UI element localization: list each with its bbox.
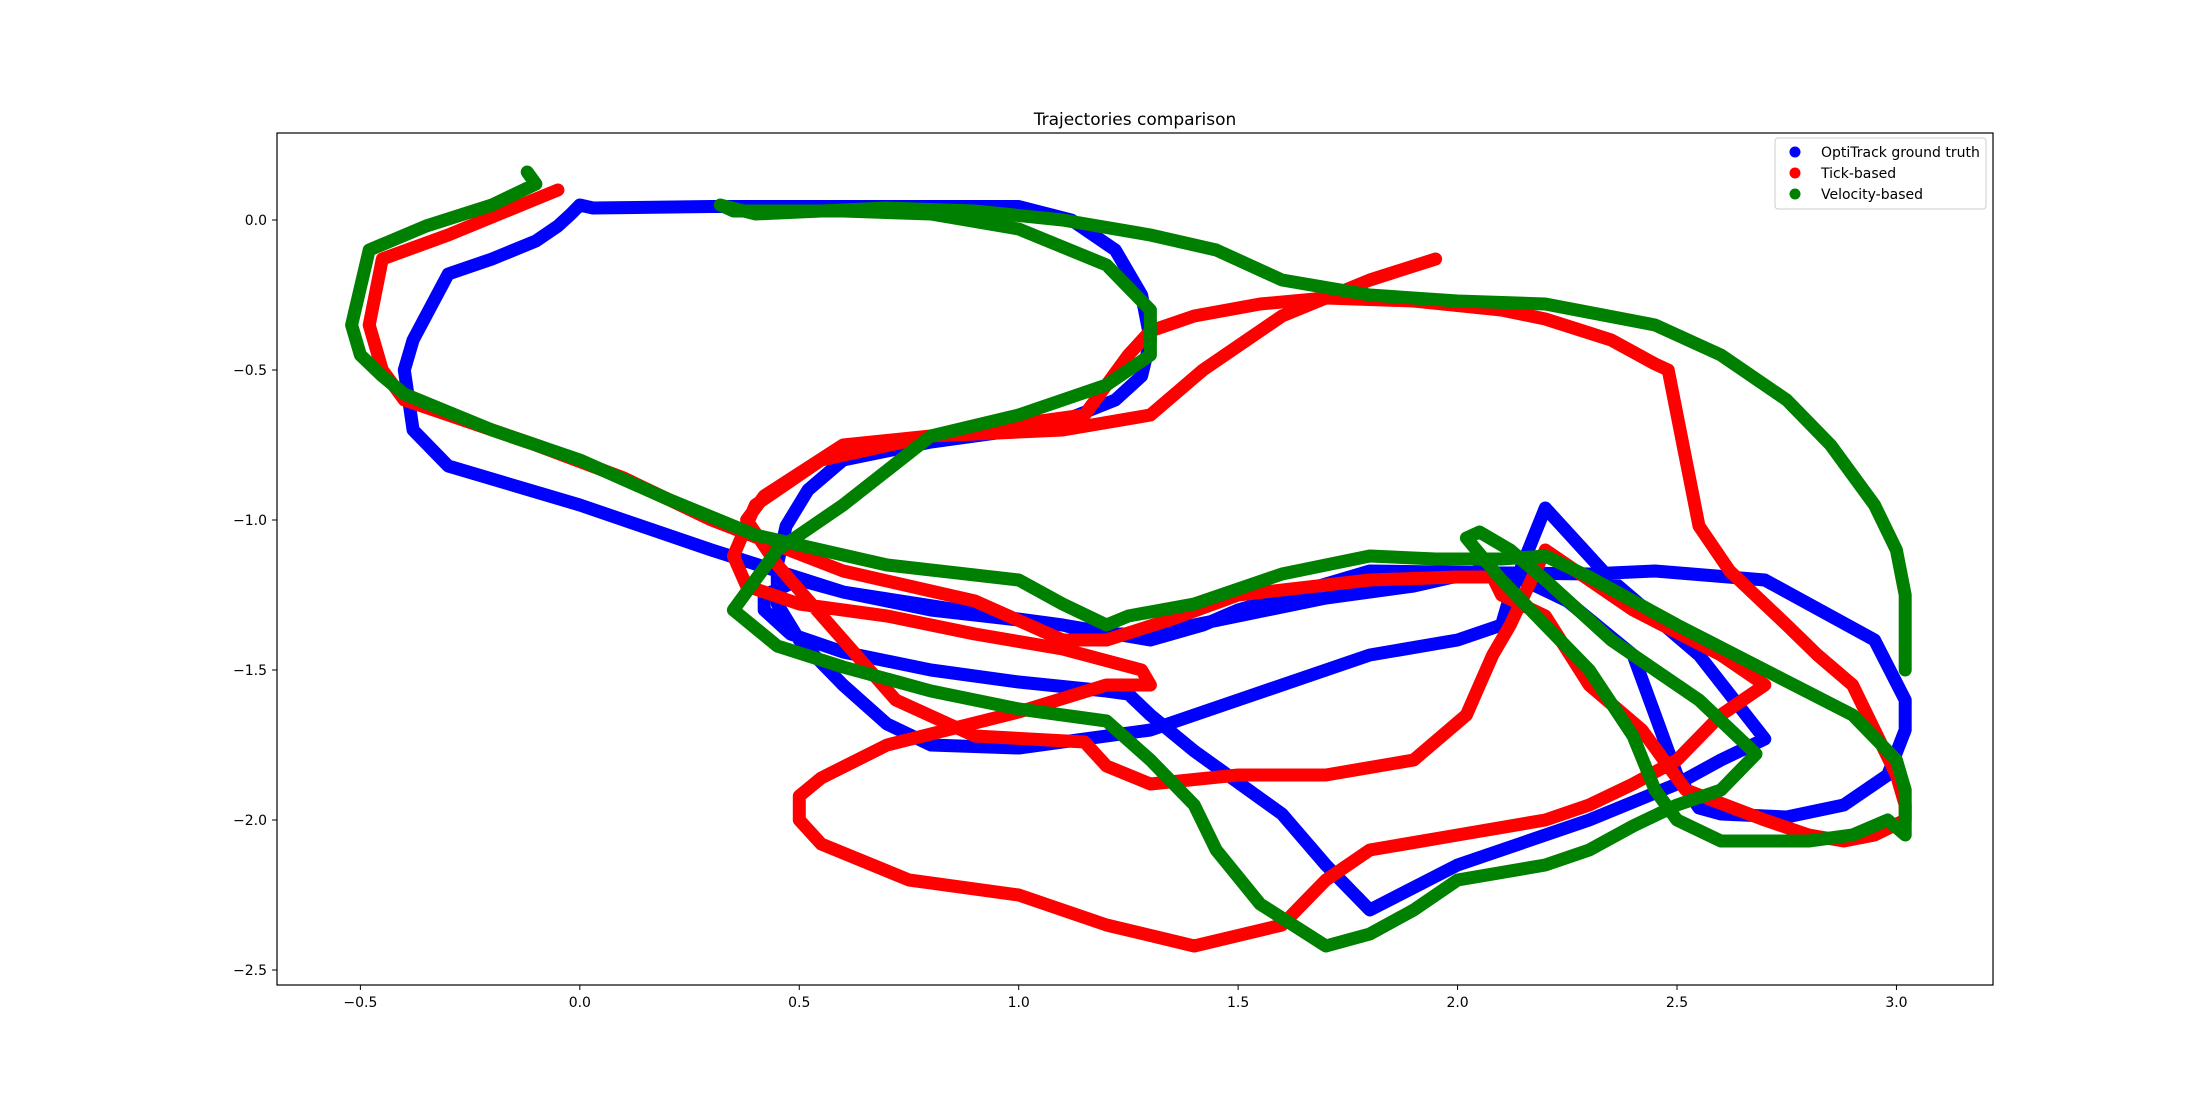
y-tick-label: −2.0 xyxy=(233,813,267,829)
x-tick-label: 0.5 xyxy=(788,995,810,1011)
legend-marker-velocity-based xyxy=(1789,188,1801,200)
trajectory-velocity-based xyxy=(345,165,1912,953)
chart-title: Trajectories comparison xyxy=(1033,110,1237,130)
series-layer xyxy=(345,165,1912,953)
trajectory-tick-based xyxy=(362,183,1912,953)
x-tick-label: 0.0 xyxy=(569,995,591,1011)
axis-layer: −0.5 0.0 0.5 1.0 1.5 2.0 2.5 3.0 0.0 −0.5 −1.0 −1.5… xyxy=(233,213,1908,1011)
trajectory-optitrack xyxy=(397,198,1912,917)
legend-label-tick-based: Tick-based xyxy=(1820,166,1896,182)
plot-frame xyxy=(276,132,1994,986)
x-tick-label: 2.5 xyxy=(1666,995,1688,1011)
y-tick-label: 0.0 xyxy=(245,213,267,229)
y-tick-label: −1.0 xyxy=(233,513,267,529)
x-tick-label: 2.0 xyxy=(1446,995,1468,1011)
legend-box xyxy=(1774,137,1987,210)
legend: OptiTrack ground truth Tick-based Veloci… xyxy=(1774,137,1987,210)
x-tick-label: 1.5 xyxy=(1227,995,1249,1011)
y-tick-label: −2.5 xyxy=(233,963,267,979)
legend-marker-optitrack xyxy=(1789,146,1801,158)
legend-marker-tick-based xyxy=(1789,167,1801,179)
x-tick-label: 1.0 xyxy=(1008,995,1030,1011)
plot-area xyxy=(277,133,1993,985)
x-tick-label: −0.5 xyxy=(343,995,377,1011)
y-tick-label: −1.5 xyxy=(233,663,267,679)
y-tick-label: −0.5 xyxy=(233,363,267,379)
legend-label-velocity-based: Velocity-based xyxy=(1821,187,1923,203)
legend-label-optitrack: OptiTrack ground truth xyxy=(1821,145,1980,161)
x-tick-label: 3.0 xyxy=(1885,995,1907,1011)
